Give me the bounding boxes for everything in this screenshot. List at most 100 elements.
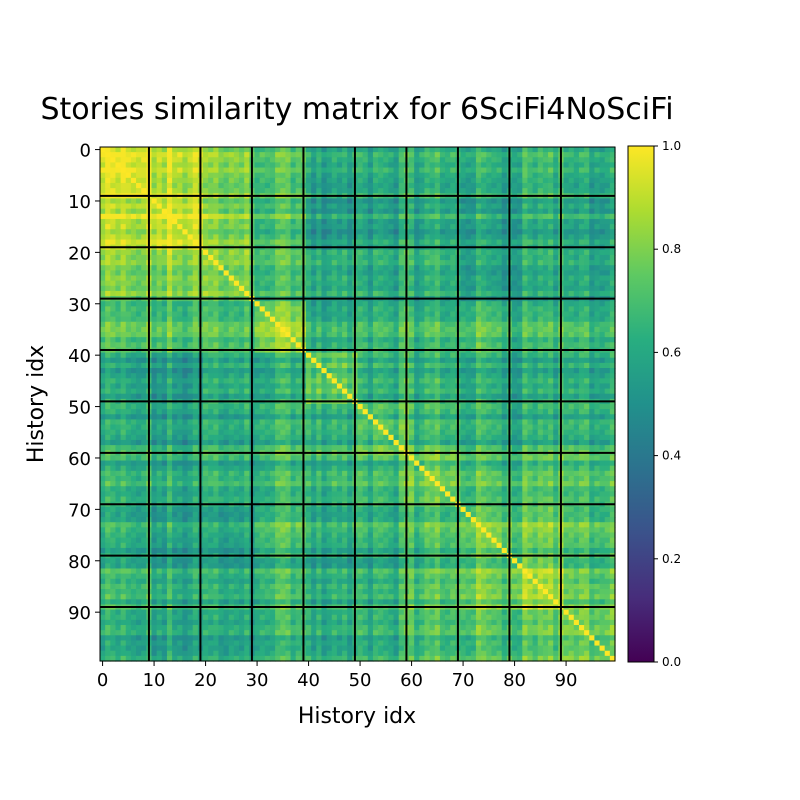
heatmap-cell: [244, 321, 250, 328]
heatmap-cell: [331, 280, 338, 287]
heatmap-cell: [414, 290, 420, 297]
heatmap-cell: [151, 311, 158, 318]
heatmap-cell: [125, 373, 132, 379]
heatmap-cell: [285, 224, 292, 230]
heatmap-cell: [336, 311, 343, 318]
heatmap-cell: [311, 229, 317, 235]
heatmap-cell: [316, 362, 323, 369]
heatmap-cell: [342, 208, 348, 215]
heatmap-cell: [445, 213, 451, 220]
heatmap-cell: [450, 373, 456, 379]
heatmap-cell: [475, 388, 482, 395]
heatmap-cell: [120, 337, 127, 343]
heatmap-cell: [239, 208, 245, 215]
heatmap-cell: [347, 362, 353, 369]
heatmap-cell: [465, 249, 472, 256]
heatmap-cell: [269, 254, 276, 261]
heatmap-cell: [522, 177, 529, 184]
heatmap-cell: [290, 162, 297, 169]
heatmap-cell: [517, 316, 523, 323]
heatmap-cell: [161, 321, 168, 328]
heatmap-cell: [203, 285, 209, 292]
heatmap-cell: [522, 182, 529, 189]
heatmap-cell: [496, 254, 503, 261]
heatmap-cell: [110, 172, 117, 179]
heatmap-cell: [331, 254, 338, 261]
heatmap-cell: [522, 157, 529, 164]
heatmap-cell: [604, 357, 611, 364]
heatmap-cell: [388, 260, 395, 266]
heatmap-cell: [182, 290, 189, 297]
heatmap-cell: [336, 270, 343, 277]
heatmap-cell: [383, 326, 389, 333]
heatmap-cell: [496, 326, 503, 333]
heatmap-cell: [316, 152, 323, 158]
heatmap-cell: [141, 218, 147, 225]
heatmap-cell: [233, 172, 240, 179]
heatmap-cell: [512, 337, 518, 343]
heatmap-cell: [285, 332, 292, 338]
heatmap-cell: [290, 152, 297, 158]
heatmap-cell: [357, 393, 364, 400]
heatmap-cell: [187, 260, 194, 266]
heatmap-cell: [419, 362, 426, 369]
heatmap-cell: [141, 234, 147, 241]
heatmap-cell: [481, 362, 487, 369]
heatmap-cell: [414, 373, 420, 379]
heatmap-cell: [244, 260, 250, 266]
heatmap-cell: [321, 337, 328, 343]
heatmap-cell: [486, 357, 492, 364]
heatmap-cell: [156, 311, 163, 318]
heatmap-cell: [383, 157, 389, 164]
heatmap-cell: [275, 177, 281, 184]
heatmap-cell: [553, 157, 559, 164]
heatmap-cell: [414, 229, 420, 235]
heatmap-cell: [527, 265, 534, 271]
heatmap-cell: [491, 182, 498, 189]
heatmap-cell: [512, 239, 518, 246]
heatmap-cell: [290, 270, 297, 277]
heatmap-cell: [223, 337, 230, 343]
heatmap-cell: [372, 162, 379, 169]
heatmap-cell: [372, 362, 379, 369]
heatmap-cell: [522, 368, 529, 374]
heatmap-cell: [311, 373, 317, 379]
heatmap-cell: [177, 265, 183, 271]
heatmap-cell: [105, 182, 111, 189]
heatmap-cell: [161, 383, 168, 390]
heatmap-cell: [166, 357, 173, 364]
heatmap-cell: [172, 213, 178, 220]
heatmap-cell: [378, 275, 384, 282]
heatmap-cell: [429, 218, 436, 225]
heatmap-cell: [239, 249, 245, 256]
heatmap-cell: [264, 172, 271, 179]
heatmap-cell: [269, 373, 276, 379]
heatmap-cell: [357, 229, 364, 235]
heatmap-cell: [470, 254, 477, 261]
heatmap-cell: [321, 373, 328, 379]
heatmap-cell: [295, 311, 302, 318]
heatmap-cell: [228, 280, 235, 287]
heatmap-cell: [218, 213, 225, 220]
heatmap-cell: [542, 383, 549, 390]
heatmap-cell: [182, 378, 189, 385]
heatmap-cell: [362, 167, 369, 174]
heatmap-cell: [501, 393, 508, 400]
heatmap-cell: [151, 270, 158, 277]
heatmap-cell: [326, 301, 333, 307]
heatmap-cell: [239, 162, 245, 169]
heatmap-cell: [465, 378, 472, 385]
heatmap-cell: [357, 147, 364, 153]
heatmap-cell: [233, 234, 240, 241]
heatmap-cell: [434, 213, 441, 220]
heatmap-cell: [563, 239, 570, 246]
heatmap-cell: [470, 270, 477, 277]
heatmap-cell: [336, 321, 343, 328]
heatmap-cell: [362, 311, 369, 318]
heatmap-cell: [594, 172, 601, 179]
heatmap-cell: [295, 357, 302, 364]
heatmap-cell: [491, 254, 498, 261]
heatmap-cell: [342, 157, 348, 164]
heatmap-cell: [594, 285, 601, 292]
heatmap-cell: [578, 167, 585, 174]
